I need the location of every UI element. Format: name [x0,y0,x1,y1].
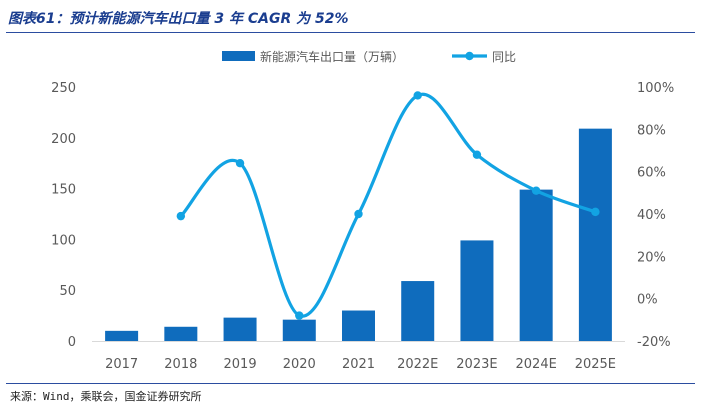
bar [460,240,494,341]
y-right-tick-label: 60% [637,166,666,181]
yoy-point [472,150,482,159]
x-tick-label: 2017 [105,357,138,372]
x-tick-label: 2025E [575,357,616,372]
yoy-point [235,159,245,168]
source-divider [6,383,695,384]
yoy-point [295,311,304,320]
bar [164,326,198,341]
bar [342,310,375,341]
y-right-tick-label: -20% [637,335,671,350]
x-tick-label: 2024E [516,357,557,372]
legend-line-label: 同比 [492,50,516,64]
yoy-point [591,207,600,217]
y-right-tick-label: 100% [637,81,674,96]
legend-bar-label: 新能源汽车出口量（万辆） [260,49,404,64]
legend-line-marker [465,51,474,61]
x-tick-label: 2022E [397,357,438,372]
y-left-tick-label: 0 [68,335,76,350]
source-note: 来源：Wind，乘联会，国金证券研究所 [10,390,202,403]
yoy-point [354,209,363,219]
y-right-tick-label: 20% [637,250,666,265]
bar [519,189,553,341]
x-tick-label: 2023E [456,357,497,372]
y-right-tick-label: 80% [637,123,666,138]
figure-title: 图表61：预计新能源汽车出口量 3 年 CAGR 为 52% [8,11,349,27]
x-tick-label: 2020 [283,357,316,372]
yoy-line [179,92,597,318]
y-left-tick-label: 250 [51,81,76,96]
y-left-tick-label: 100 [51,233,76,248]
y-left-tick-label: 50 [59,284,76,299]
y-right-tick-label: 40% [637,208,666,223]
y-left-tick-label: 200 [51,132,76,147]
bar [105,330,139,341]
yoy-point [176,211,186,221]
title-divider [6,32,695,33]
y-left-tick-label: 150 [51,183,76,198]
x-tick-label: 2021 [342,357,375,372]
combo-chart: 0 50 100 150 200 250 -20% 0% 20% 40% 60% 80% 100% 201… [51,49,674,372]
yoy-point [413,91,422,100]
bar [401,281,435,341]
x-tick-label: 2018 [164,357,197,372]
yoy-point [531,186,541,195]
bar [578,128,612,341]
bar [282,319,316,341]
bar [223,317,257,341]
y-right-tick-label: 0% [637,293,658,308]
x-tick-label: 2019 [224,357,257,372]
legend-bar-swatch [222,51,255,61]
